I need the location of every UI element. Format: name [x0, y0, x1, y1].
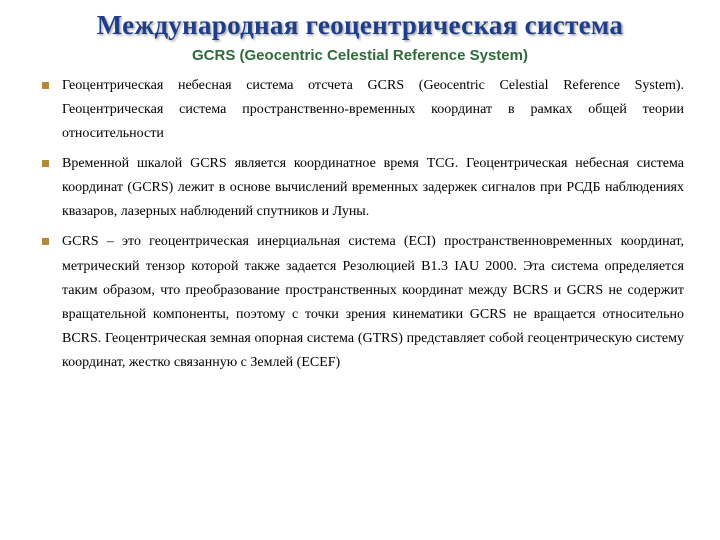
body-item: Геоцентрическая небесная система отсчета…	[62, 74, 684, 146]
slide-container: Международная геоцентрическая система GC…	[0, 0, 720, 540]
body-item: GCRS – это геоцентрическая инерциальная …	[62, 230, 684, 374]
body-list: Геоцентрическая небесная система отсчета…	[36, 74, 684, 375]
body-item: Временной шкалой GCRS является координат…	[62, 152, 684, 224]
slide-title: Международная геоцентрическая система	[36, 10, 684, 41]
slide-subtitle: GCRS (Geocentric Celestial Reference Sys…	[36, 47, 684, 64]
